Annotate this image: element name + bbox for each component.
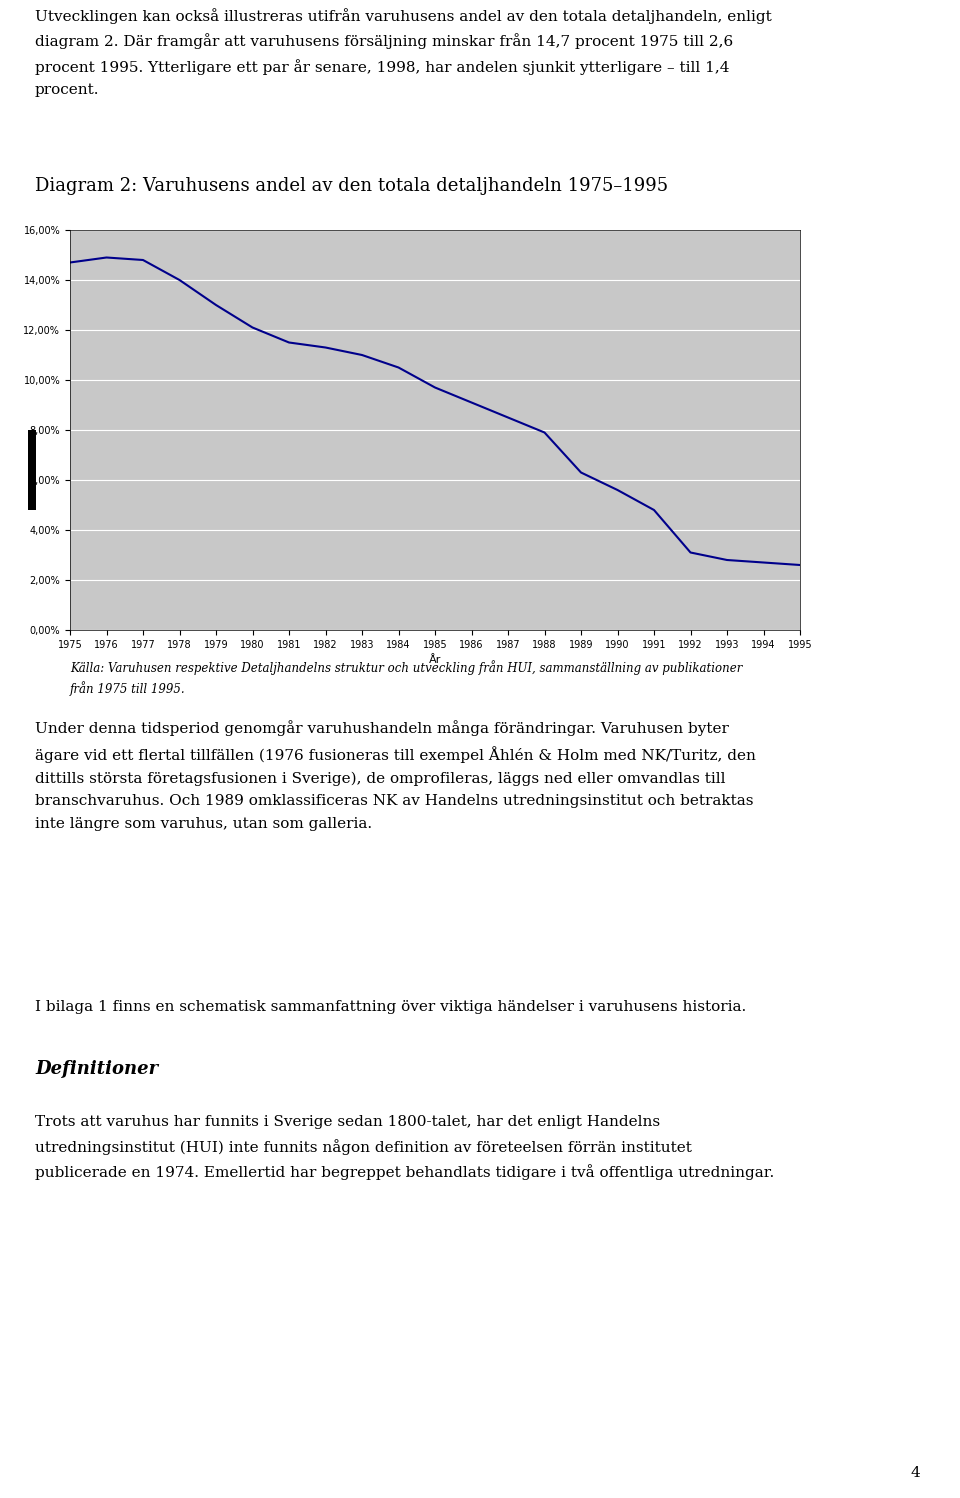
Text: Diagram 2: Varuhusens andel av den totala detaljhandeln 1975–1995: Diagram 2: Varuhusens andel av den total… [35,177,668,195]
Text: Under denna tidsperiod genomgår varuhushandeln många förändringar. Varuhusen byt: Under denna tidsperiod genomgår varuhush… [35,721,756,830]
Text: Utvecklingen kan också illustreras utifrån varuhusens andel av den totala detalj: Utvecklingen kan också illustreras utifr… [35,7,772,97]
Text: I bilaga 1 finns en schematisk sammanfattning över viktiga händelser i varuhusen: I bilaga 1 finns en schematisk sammanfat… [35,1001,746,1014]
X-axis label: År: År [429,655,442,665]
Text: 4: 4 [910,1467,920,1480]
Text: Trots att varuhus har funnits i Sverige sedan 1800-talet, har det enligt Handeln: Trots att varuhus har funnits i Sverige … [35,1115,775,1180]
Text: Definitioner: Definitioner [35,1061,158,1079]
Text: Källa: Varuhusen respektive Detaljhandelns struktur och utveckling från HUI, sam: Källa: Varuhusen respektive Detaljhandel… [70,661,742,695]
